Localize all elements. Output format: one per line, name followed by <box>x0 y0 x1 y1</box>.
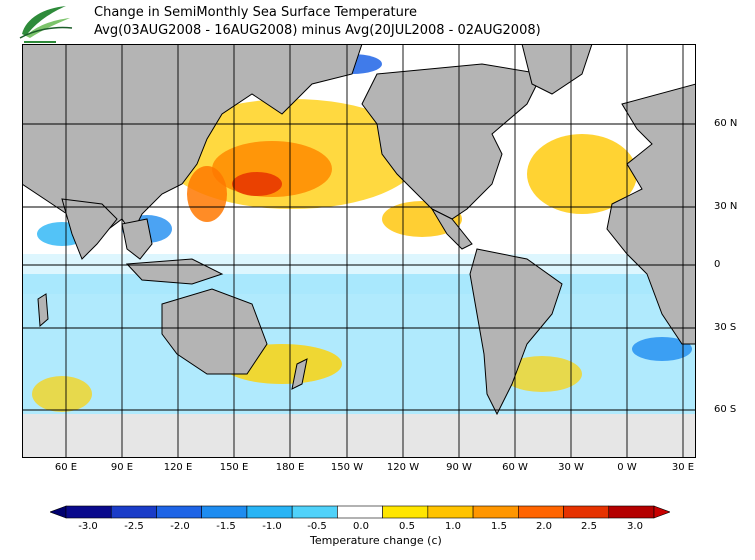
colorbar-swatch <box>156 505 202 519</box>
logo-leaf-green <box>22 6 66 36</box>
colorbar-swatch <box>472 505 519 519</box>
land-north-america <box>361 63 543 220</box>
colorbar-tick-label: -1.0 <box>262 521 282 532</box>
colorbar-tick-label: 1.0 <box>445 521 461 532</box>
color-bar <box>50 505 670 519</box>
map-frame <box>22 44 696 458</box>
land-seasia <box>121 218 153 260</box>
colorbar-tick-label: -2.5 <box>124 521 144 532</box>
lon-label-30w: 30 W <box>558 462 584 473</box>
land-india <box>61 198 118 260</box>
colorbar-swatch <box>518 505 564 519</box>
chart-title: Change in SemiMonthly Sea Surface Temper… <box>94 5 417 20</box>
colorbar-tick-label: 2.0 <box>536 521 552 532</box>
lat-label-30s: 30 S <box>714 322 737 333</box>
lon-label-150e: 150 E <box>219 462 249 473</box>
colorbar-tick-label: 2.5 <box>581 521 597 532</box>
lat-label-60s: 60 S <box>714 404 737 415</box>
lon-label-120w: 120 W <box>386 462 420 473</box>
colorbar-swatch <box>608 505 655 519</box>
colorbar-swatch <box>291 505 338 519</box>
sst-warm-south-atl <box>502 356 582 392</box>
colorbar-tick-label: -1.5 <box>216 521 236 532</box>
land-australia <box>161 288 268 375</box>
colorbar-tick-label: 3.0 <box>627 521 643 532</box>
land-masses <box>22 44 696 416</box>
land-greenland <box>521 44 593 95</box>
colorbar-tick-label: 0.0 <box>353 521 369 532</box>
land-newzealand <box>291 358 308 390</box>
lon-label-60w: 60 W <box>502 462 528 473</box>
colorbar-swatch <box>110 505 157 519</box>
lat-label-60n: 60 N <box>714 118 738 129</box>
sst-warm-atlantic <box>527 134 637 214</box>
sst-warm-indian <box>32 376 92 412</box>
colorbar-tick-label: -3.0 <box>78 521 98 532</box>
lon-label-90e: 90 E <box>110 462 134 473</box>
land-south-america <box>469 248 563 416</box>
land-central-america <box>430 207 473 250</box>
lon-label-150w: 150 W <box>330 462 364 473</box>
lon-label-30e: 30 E <box>671 462 695 473</box>
lon-label-0w: 0 W <box>617 462 637 473</box>
colorbar-title: Temperature change (c) <box>310 534 442 547</box>
colorbar-swatch <box>65 505 112 519</box>
antarctic-ice <box>22 414 696 458</box>
logo-leaf-light <box>26 18 70 38</box>
sst-map <box>22 44 696 458</box>
lat-label-30n: 30 N <box>714 201 738 212</box>
lon-label-90w: 90 W <box>446 462 472 473</box>
graticule <box>22 44 696 458</box>
colorbar-swatch <box>382 505 429 519</box>
colorbar-tick-label: 0.5 <box>399 521 415 532</box>
lat-label-0: 0 <box>714 259 721 270</box>
chart-subtitle: Avg(03AUG2008 - 16AUG2008) minus Avg(20J… <box>94 23 541 38</box>
noaa-logo <box>19 6 73 43</box>
colorbar-swatch <box>427 505 474 519</box>
colorbar-swatch <box>337 505 383 519</box>
colorbar-tick-label: -0.5 <box>307 521 327 532</box>
land-madagascar <box>37 293 49 328</box>
logo-swoosh <box>19 26 73 39</box>
land-europe-africa <box>606 83 696 345</box>
lon-label-180e: 180 E <box>275 462 305 473</box>
sst-cool-se-atl <box>632 337 692 361</box>
colorbar-under-triangle <box>50 505 67 519</box>
lon-label-60e: 60 E <box>54 462 78 473</box>
colorbar-swatch <box>563 505 610 519</box>
sst-band-south-cool <box>22 274 696 414</box>
colorbar-swatch <box>246 505 293 519</box>
colorbar-swatch <box>201 505 248 519</box>
sst-warm-npacific-hot <box>232 172 282 196</box>
colorbar-tick-label: -2.0 <box>170 521 190 532</box>
lon-label-120e: 120 E <box>163 462 193 473</box>
sst-band-tropic-cool <box>22 254 696 294</box>
sst-warm-japan <box>187 166 227 222</box>
colorbar-tick-label: 1.5 <box>491 521 507 532</box>
colorbar-over-triangle <box>653 505 670 519</box>
